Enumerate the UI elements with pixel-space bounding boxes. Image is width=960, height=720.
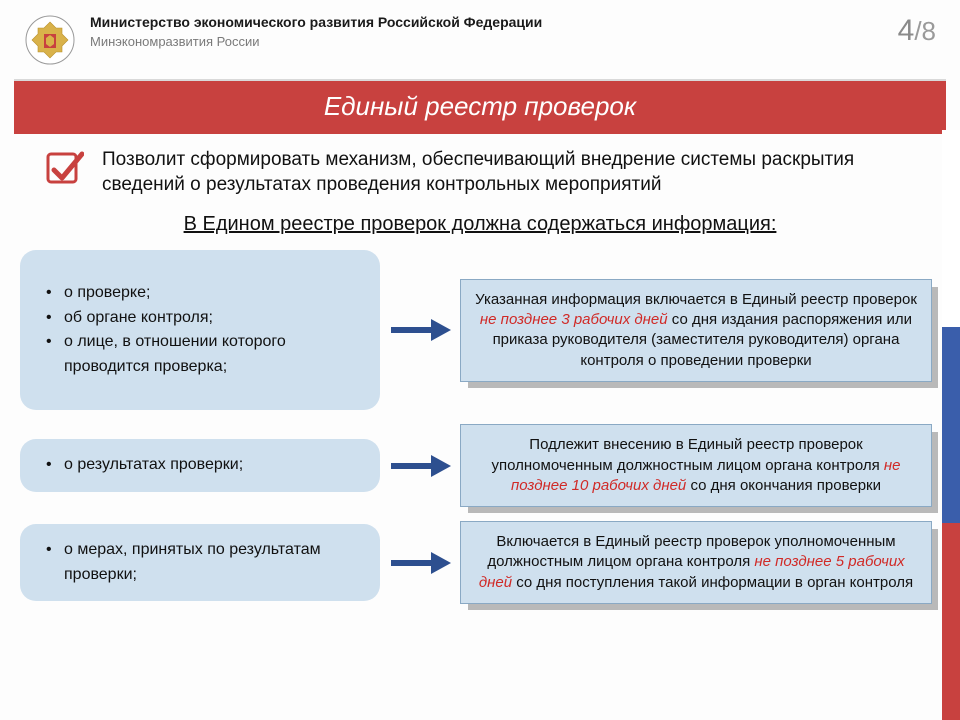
- info-row: о результатах проверки; Подлежит внесени…: [20, 424, 932, 507]
- page-title: Единый реестр проверок: [14, 80, 946, 134]
- arrow-icon: [380, 549, 460, 577]
- arrow-icon: [380, 316, 460, 344]
- info-row: о мерах, принятых по результатам проверк…: [20, 521, 932, 604]
- arrow-icon: [380, 452, 460, 480]
- body-area: о проверке; об органе контроля; о лице, …: [0, 250, 960, 604]
- list-item: о проверке;: [50, 281, 362, 306]
- right-box-wrap: Указанная информация включается в Единый…: [460, 279, 932, 382]
- ministry-subtitle: Минэкономразвития России: [90, 34, 898, 49]
- section-heading: В Едином реестре проверок должна содержа…: [0, 213, 960, 236]
- subtitle-row: Позволит сформировать механизм, обеспечи…: [0, 134, 960, 203]
- left-box: о результатах проверки;: [20, 439, 380, 492]
- right-box: Включается в Единый реестр проверок упол…: [460, 521, 932, 604]
- list-item: об органе контроля;: [50, 306, 362, 331]
- header: Министерство экономического развития Рос…: [0, 0, 960, 74]
- left-box: о мерах, принятых по результатам проверк…: [20, 524, 380, 602]
- ministry-title: Министерство экономического развития Рос…: [90, 14, 898, 31]
- checkmark-icon: [44, 148, 84, 188]
- subtitle-text: Позволит сформировать механизм, обеспечи…: [102, 148, 932, 197]
- right-box-wrap: Подлежит внесению в Единый реестр провер…: [460, 424, 932, 507]
- info-row: о проверке; об органе контроля; о лице, …: [20, 250, 932, 410]
- flag-stripe: [942, 130, 960, 720]
- list-item: о лице, в отношении которого проводится …: [50, 330, 362, 380]
- list-item: о мерах, принятых по результатам проверк…: [50, 538, 362, 588]
- right-box: Указанная информация включается в Единый…: [460, 279, 932, 382]
- emblem-icon: [24, 14, 76, 66]
- list-item: о результатах проверки;: [50, 453, 362, 478]
- left-box: о проверке; об органе контроля; о лице, …: [20, 250, 380, 410]
- right-box: Подлежит внесению в Единый реестр провер…: [460, 424, 932, 507]
- right-box-wrap: Включается в Единый реестр проверок упол…: [460, 521, 932, 604]
- page-number: 4/8: [898, 14, 936, 48]
